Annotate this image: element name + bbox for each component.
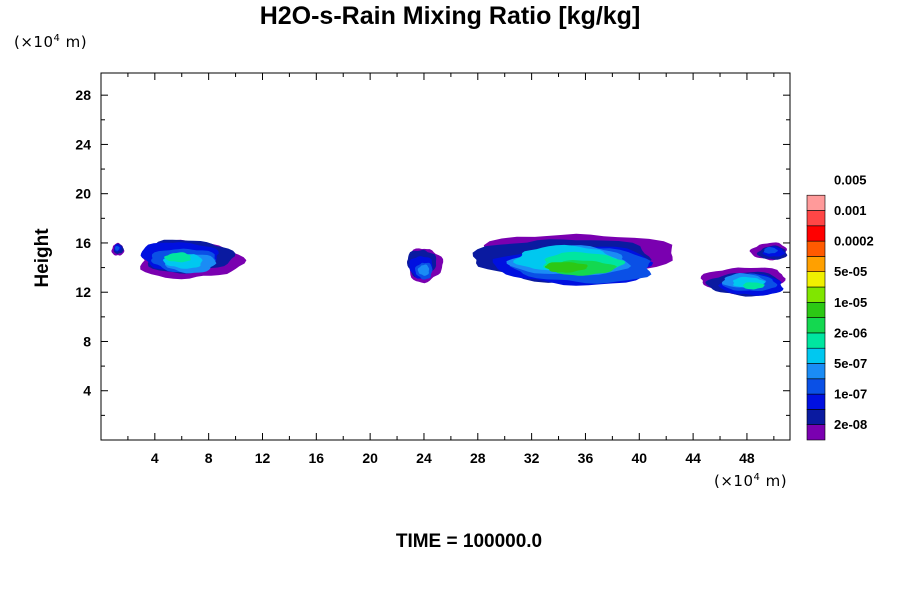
colorbar-swatch	[806, 393, 826, 410]
x-unit-prefix: (×10	[714, 472, 754, 490]
colorbar-swatch	[806, 225, 826, 242]
y-tick-label: 12	[75, 284, 91, 300]
x-tick-label: 44	[685, 450, 701, 466]
colorbar-label: 2e-06	[834, 325, 867, 340]
y-tick-label: 8	[83, 333, 91, 349]
colorbar-swatch	[806, 271, 826, 288]
x-tick-label: 32	[524, 450, 540, 466]
colorbar: 2e-08 1e-07 5e-07 2e-06 1e-05 5e-05 0.0002 0.00…	[806, 172, 874, 441]
x-tick-label: 48	[739, 450, 755, 466]
colorbar-swatch	[806, 424, 826, 441]
colorbar-label: 5e-07	[834, 356, 867, 371]
y-tick-label: 4	[83, 383, 91, 399]
field-contour	[742, 282, 765, 290]
y-unit-prefix: (×10	[14, 33, 54, 51]
x-tick-label: 40	[631, 450, 647, 466]
colorbar-swatch	[806, 286, 826, 303]
x-tick-label: 4	[151, 450, 159, 466]
x-tick-label: 16	[309, 450, 325, 466]
field-layer	[111, 233, 788, 297]
colorbar-swatch	[806, 256, 826, 272]
colorbar-swatch	[806, 240, 826, 257]
colorbar-label: 5e-05	[834, 264, 867, 279]
colorbar-label: 0.0002	[834, 234, 874, 249]
x-tick-label: 20	[362, 450, 378, 466]
x-unit-exponent: 4	[753, 472, 761, 483]
y-tick-label: 24	[75, 136, 91, 152]
colorbar-label: 1e-07	[834, 387, 867, 402]
x-tick-label: 8	[205, 450, 213, 466]
x-axis-unit: (×104 m)	[714, 472, 787, 490]
y-tick-label: 28	[75, 87, 91, 103]
colorbar-swatch	[806, 378, 826, 395]
colorbar-swatch	[806, 301, 826, 318]
colorbar-label: 0.001	[834, 203, 867, 218]
x-tick-label: 36	[578, 450, 594, 466]
colorbar-swatch	[806, 363, 826, 380]
x-tick-label: 24	[416, 450, 432, 466]
colorbar-swatch	[806, 409, 826, 425]
y-tick-label: 20	[75, 186, 91, 202]
colorbar-swatch	[806, 210, 826, 227]
colorbar-swatch	[806, 347, 826, 364]
colorbar-swatch	[806, 194, 826, 211]
y-unit-suffix: m)	[60, 33, 88, 51]
y-tick-label: 16	[75, 235, 91, 251]
colorbar-swatch	[806, 332, 826, 349]
x-tick-label: 28	[470, 450, 486, 466]
y-axis-unit: (×104 m)	[14, 33, 87, 51]
y-unit-exponent: 4	[53, 33, 61, 44]
colorbar-label: 1e-05	[834, 295, 867, 310]
chart-title: H2O-s-Rain Mixing Ratio [kg/kg]	[259, 2, 641, 30]
x-tick-label: 12	[255, 450, 271, 466]
colorbar-swatch	[806, 317, 826, 334]
plot-frame	[100, 72, 791, 441]
field-contour	[544, 262, 588, 273]
y-tick-layer: 4 8 12 16 20 24 28	[75, 87, 790, 416]
field-contour	[763, 246, 778, 254]
time-label: TIME = 100000.0	[395, 531, 543, 552]
field-contour	[114, 246, 120, 251]
field-contour	[417, 264, 430, 276]
colorbar-label: 2e-08	[834, 417, 867, 432]
x-unit-suffix: m)	[760, 472, 788, 490]
colorbar-label: 0.005	[834, 172, 867, 187]
field-contour	[164, 252, 191, 263]
x-tick-layer: 4 8 12 16 20 24 28 32 36 40 44 48	[127, 73, 775, 466]
